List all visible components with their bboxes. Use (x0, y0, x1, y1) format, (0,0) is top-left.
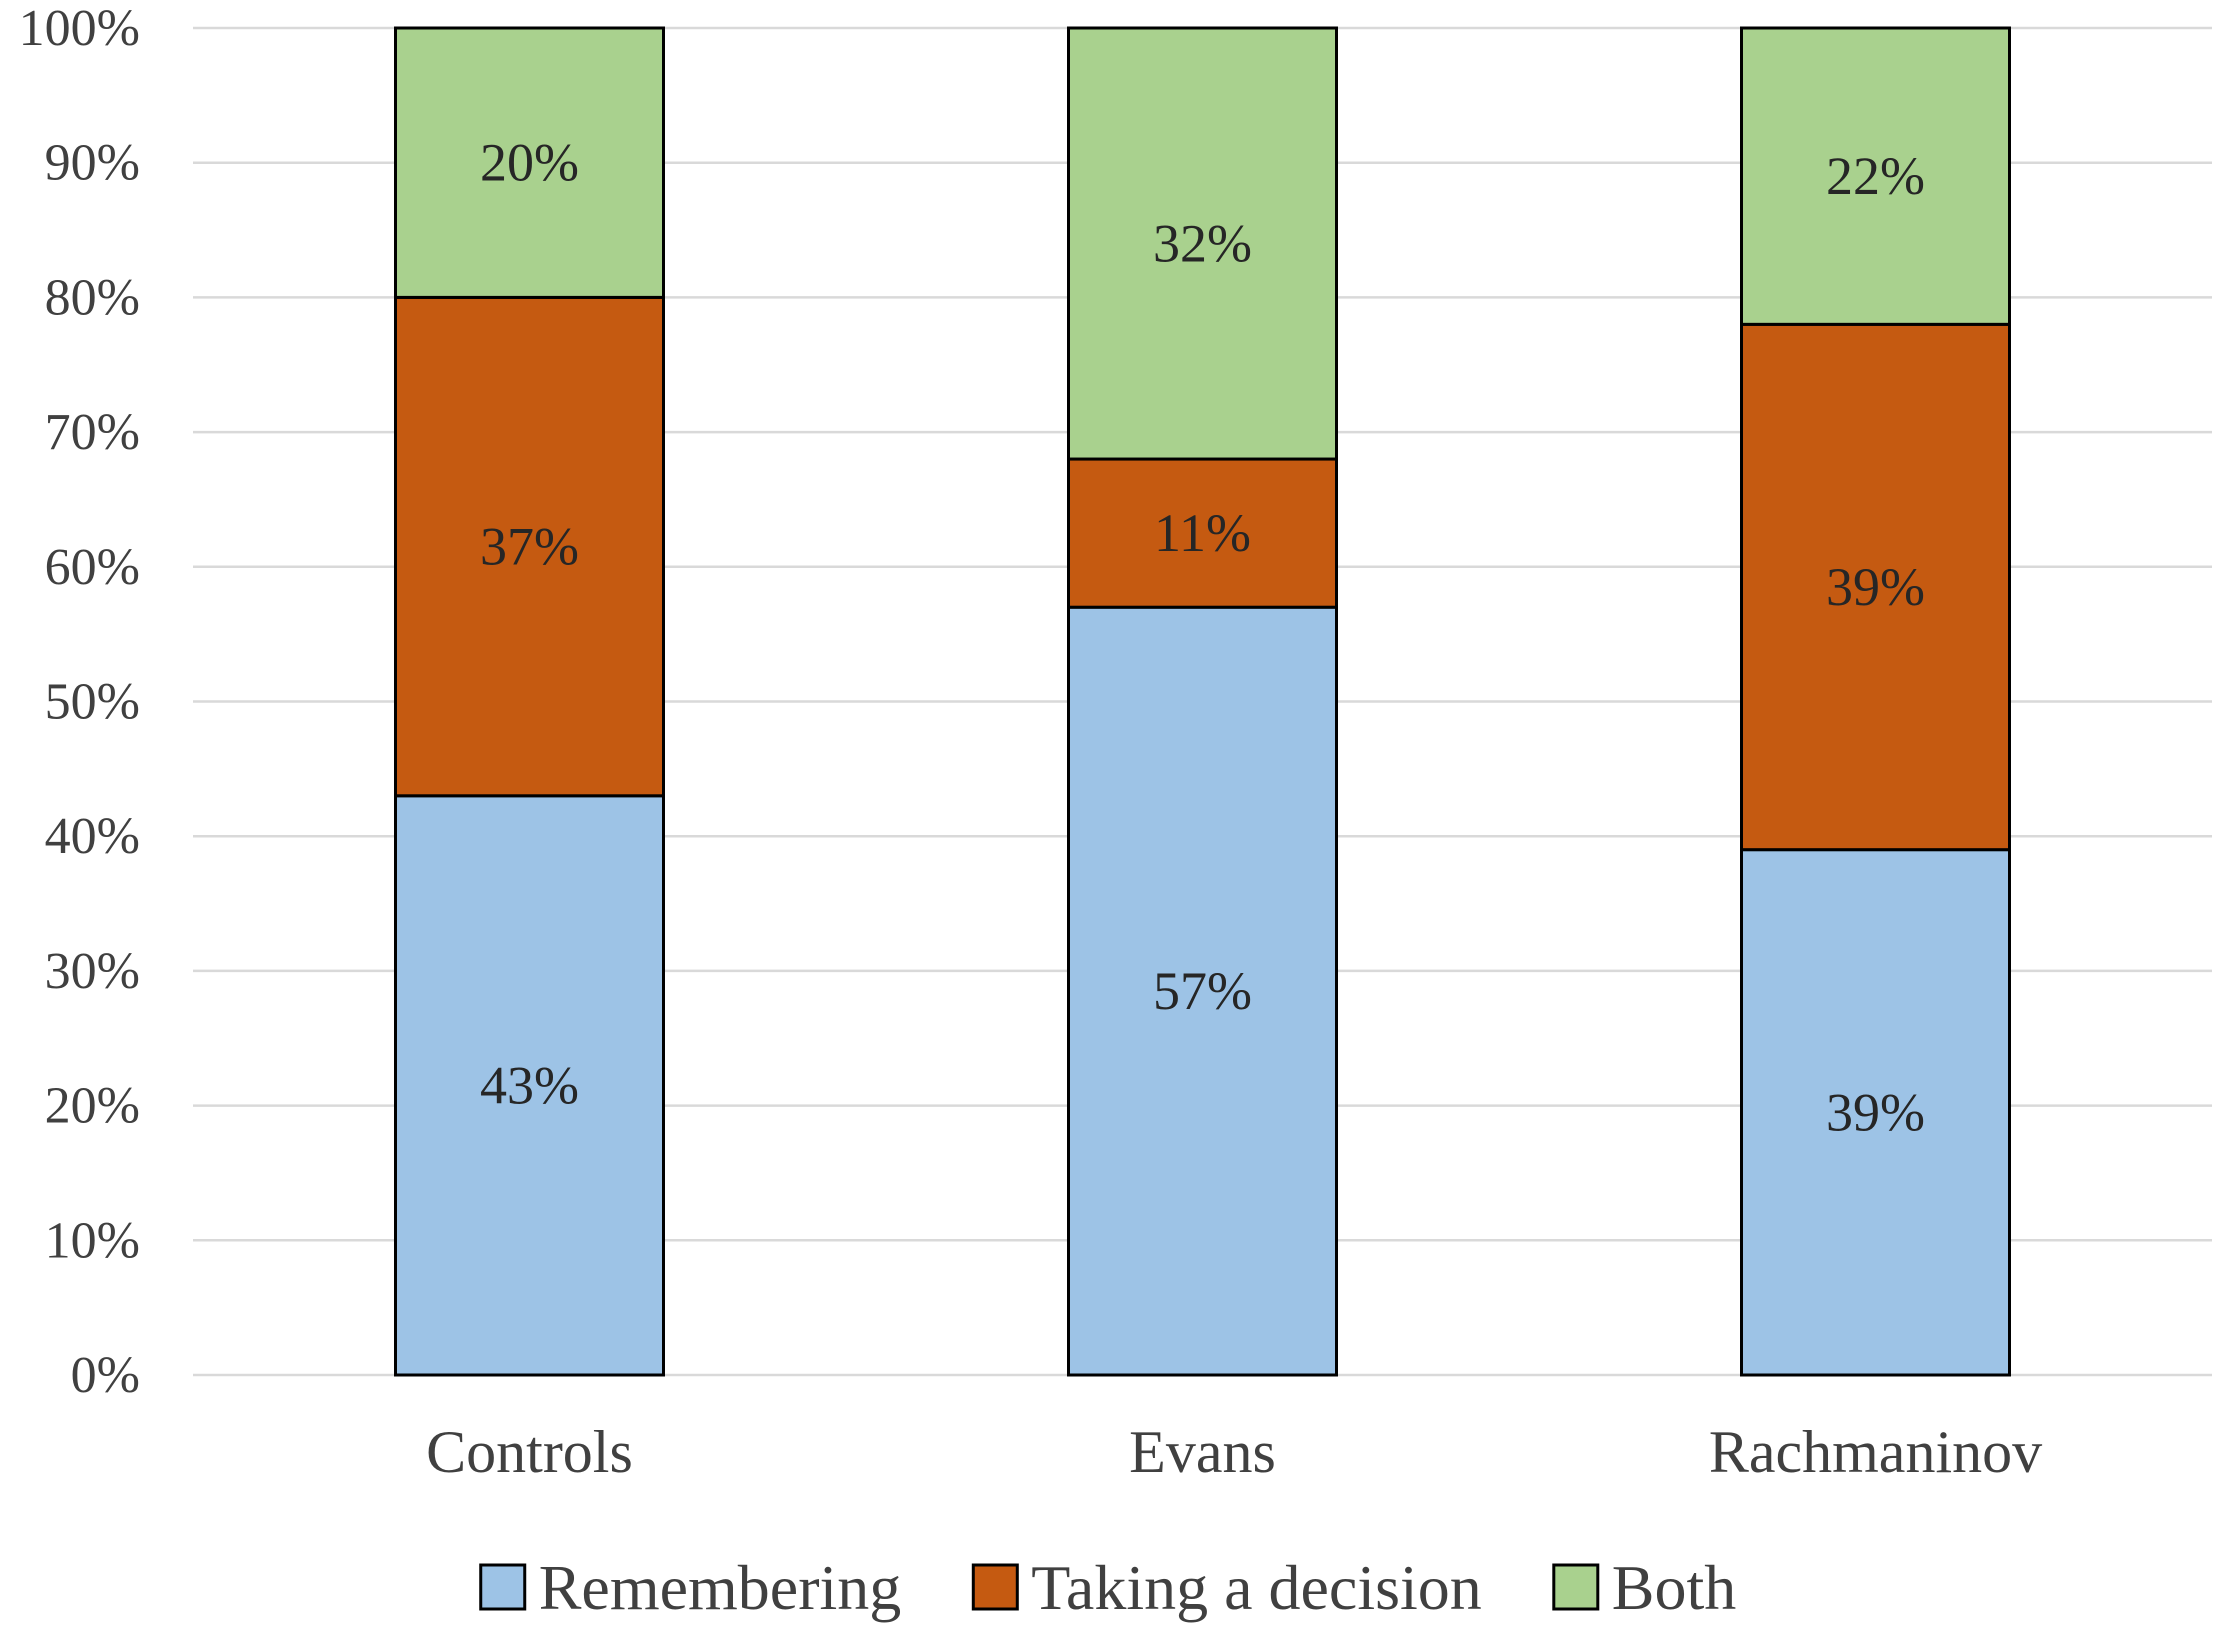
bar-segment (1067, 26, 1338, 461)
y-tick-label: 40% (45, 808, 140, 865)
bar-segment (1740, 848, 2011, 1377)
legend-swatch (1552, 1563, 1600, 1611)
data-label: 43% (480, 1055, 579, 1115)
bar-segment (1740, 26, 2011, 326)
bar-segment (1067, 605, 1338, 1377)
bar-segment (394, 295, 665, 798)
y-tick-label: 90% (45, 135, 140, 192)
data-label: 39% (1826, 1082, 1925, 1142)
x-category-label: Evans (1129, 1419, 1276, 1485)
bar-segment (394, 26, 665, 299)
bar-segment (1067, 457, 1338, 609)
data-label: 37% (480, 517, 579, 577)
y-tick-label: 20% (45, 1078, 140, 1135)
y-tick-label: 50% (45, 674, 140, 731)
data-label: 32% (1153, 214, 1252, 274)
legend: Remembering Taking a decision Both (479, 1552, 1736, 1623)
y-tick-label: 0% (71, 1347, 140, 1404)
data-label: 22% (1826, 146, 1925, 206)
legend-label: Remembering (539, 1552, 902, 1623)
legend-swatch (479, 1563, 527, 1611)
y-axis-ticks: 0% 10% 20% 30% 40% 50% 60% 70% 80% 90% 100% (19, 0, 140, 1404)
bar-segment (394, 794, 665, 1377)
legend-label: Taking a decision (1031, 1552, 1482, 1623)
y-tick-label: 30% (45, 943, 140, 1000)
y-tick-label: 70% (45, 404, 140, 461)
legend-swatch (971, 1563, 1019, 1611)
x-axis-categories: Controls Evans Rachmaninov (426, 1419, 2042, 1485)
data-label: 39% (1826, 557, 1925, 617)
y-tick-label: 100% (19, 0, 140, 57)
x-category-label: Controls (426, 1419, 633, 1485)
x-category-label: Rachmaninov (1709, 1419, 2042, 1485)
data-label: 57% (1153, 961, 1252, 1021)
y-tick-label: 10% (45, 1212, 140, 1269)
bar-segment (1740, 322, 2011, 852)
y-tick-label: 60% (45, 539, 140, 596)
y-tick-label: 80% (45, 269, 140, 326)
bars: 43% 37% 20% 57% 11% 32% 39% 39% 22% (394, 26, 2011, 1377)
data-label: 20% (480, 133, 579, 193)
data-label: 11% (1154, 503, 1251, 563)
legend-label: Both (1612, 1552, 1736, 1623)
